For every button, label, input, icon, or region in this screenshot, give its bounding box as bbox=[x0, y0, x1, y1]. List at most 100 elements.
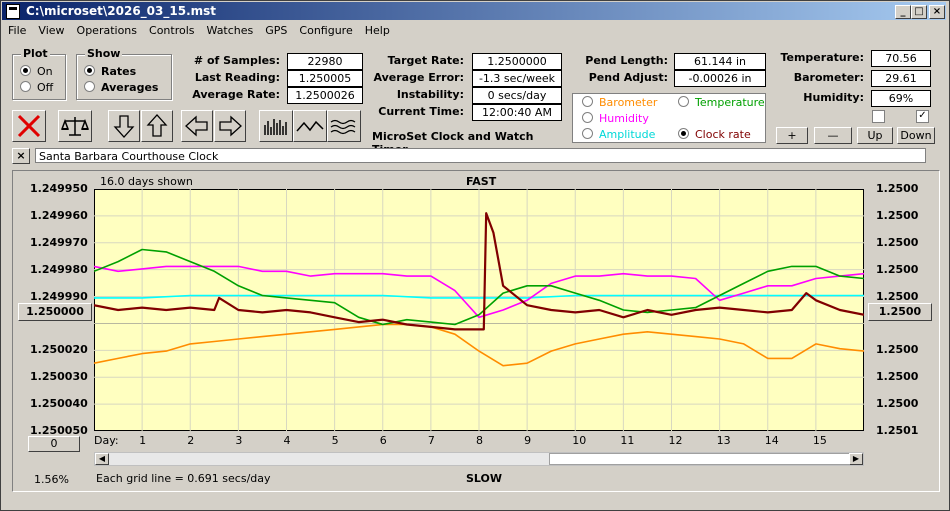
minus-button[interactable]: — bbox=[814, 127, 852, 144]
minimize-icon[interactable]: _ bbox=[895, 5, 911, 19]
y-tick-label-right: 1.2500 bbox=[876, 262, 919, 276]
last-reading-value: 1.250005 bbox=[287, 70, 363, 87]
percent-readout: 1.56% bbox=[34, 473, 69, 486]
scrollbar-thumb[interactable] bbox=[549, 453, 851, 465]
samples-label: # of Samples: bbox=[193, 54, 280, 67]
move-left-button[interactable] bbox=[181, 110, 213, 142]
offset-button[interactable]: 0 bbox=[28, 436, 80, 452]
pend-length-label: Pend Length: bbox=[585, 54, 668, 67]
menu-controls[interactable]: Controls bbox=[149, 24, 195, 37]
legend-barometer[interactable]: Barometer bbox=[582, 96, 657, 109]
close-clock-button[interactable]: × bbox=[12, 148, 30, 164]
line-view-button[interactable] bbox=[293, 110, 327, 142]
plot-group: Plot bbox=[12, 47, 66, 100]
menu-watches[interactable]: Watches bbox=[206, 24, 254, 37]
close-icon[interactable]: × bbox=[929, 5, 945, 19]
samples-value: 22980 bbox=[287, 53, 363, 70]
show-group: Show bbox=[76, 47, 172, 100]
instability-value: 0 secs/day bbox=[472, 87, 562, 104]
scroll-right-icon[interactable]: ▶ bbox=[849, 453, 863, 465]
center-right-button[interactable]: 1.2500 bbox=[868, 303, 932, 321]
y-tick-label-right: 1.2500 bbox=[876, 370, 919, 384]
y-tick-label-left: 1.249960 bbox=[30, 208, 88, 222]
legend-barometer-label: Barometer bbox=[599, 96, 658, 109]
radio-icon bbox=[582, 96, 593, 107]
plot-group-label: Plot bbox=[21, 47, 50, 60]
arrow-down-icon bbox=[113, 115, 135, 138]
x-tick-label: 1 bbox=[139, 434, 147, 447]
last-reading-label: Last Reading: bbox=[194, 71, 280, 84]
x-tick-label: 11 bbox=[620, 434, 635, 447]
grid-note: Each grid line = 0.691 secs/day bbox=[96, 472, 271, 485]
average-rate-label: Average Rate: bbox=[192, 88, 280, 101]
target-rate-value[interactable]: 1.2500000 bbox=[472, 53, 562, 70]
legend-amplitude[interactable]: Amplitude bbox=[582, 128, 655, 141]
x-tick-label: 6 bbox=[379, 434, 387, 447]
average-error-label: Average Error: bbox=[373, 71, 464, 84]
bar-view-button[interactable] bbox=[259, 110, 293, 142]
chart-scrollbar[interactable]: ◀ ▶ bbox=[94, 452, 864, 466]
legend-clock-rate-label: Clock rate bbox=[695, 128, 751, 141]
temperature-value: 70.56 bbox=[871, 50, 931, 67]
y-tick-label-left: 1.249990 bbox=[30, 289, 88, 303]
radio-icon bbox=[678, 96, 689, 107]
center-left-button[interactable]: 1.250000 bbox=[18, 303, 92, 321]
series-humidity bbox=[94, 265, 864, 319]
y-tick-label-left: 1.249980 bbox=[30, 262, 88, 276]
wave-view-button[interactable] bbox=[327, 110, 361, 142]
series-temperature bbox=[94, 248, 864, 326]
pend-adjust-label: Pend Adjust: bbox=[588, 71, 668, 84]
temperature-label: Temperature: bbox=[780, 51, 864, 64]
plot-on-radio[interactable]: On bbox=[20, 65, 53, 78]
option-checkbox-2[interactable]: ✓ bbox=[916, 110, 929, 123]
instability-label: Instability: bbox=[396, 88, 464, 101]
scroll-left-icon[interactable]: ◀ bbox=[95, 453, 109, 465]
plus-button[interactable]: + bbox=[776, 127, 808, 144]
y-tick-label-left: 1.250020 bbox=[30, 343, 88, 357]
title-bar[interactable]: C:\microset\2026_03_15.mst _ □ × bbox=[2, 2, 946, 20]
radio-icon bbox=[582, 128, 593, 139]
show-averages-radio[interactable]: Averages bbox=[84, 81, 158, 94]
legend-humidity[interactable]: Humidity bbox=[582, 112, 649, 125]
menu-configure[interactable]: Configure bbox=[299, 24, 353, 37]
clock-name-input[interactable]: Santa Barbara Courthouse Clock bbox=[35, 148, 926, 163]
legend-temperature[interactable]: Temperature bbox=[678, 96, 765, 109]
slow-label: SLOW bbox=[466, 472, 503, 485]
y-tick-label-left: 1.250030 bbox=[30, 370, 88, 384]
app-icon[interactable] bbox=[6, 4, 20, 19]
average-rate-value: 1.2500026 bbox=[287, 87, 363, 104]
up-button[interactable]: Up bbox=[857, 127, 893, 144]
down-button[interactable]: Down bbox=[897, 127, 935, 144]
option-checkbox-1[interactable] bbox=[872, 110, 885, 123]
menu-file[interactable]: File bbox=[8, 24, 27, 37]
x-tick-label: 2 bbox=[187, 434, 195, 447]
humidity-label: Humidity: bbox=[803, 91, 864, 104]
balance-button[interactable] bbox=[58, 110, 92, 142]
menu-operations[interactable]: Operations bbox=[76, 24, 138, 37]
menu-gps[interactable]: GPS bbox=[265, 24, 288, 37]
x-tick-label: 15 bbox=[812, 434, 827, 447]
stop-button[interactable] bbox=[12, 110, 46, 142]
y-tick-label-left: 1.249970 bbox=[30, 235, 88, 249]
move-down-button[interactable] bbox=[108, 110, 140, 142]
window-title: C:\microset\2026_03_15.mst bbox=[26, 4, 217, 18]
move-up-button[interactable] bbox=[141, 110, 173, 142]
chart-panel bbox=[12, 170, 940, 492]
rate-chart[interactable] bbox=[94, 189, 864, 431]
x-tick-label: 10 bbox=[572, 434, 587, 447]
x-tick-label: 3 bbox=[235, 434, 243, 447]
current-time-label: Current Time: bbox=[378, 105, 464, 118]
plot-off-radio[interactable]: Off bbox=[20, 81, 53, 94]
pend-length-value[interactable]: 61.144 in bbox=[674, 53, 766, 70]
maximize-icon[interactable]: □ bbox=[911, 5, 927, 19]
legend-clock-rate[interactable]: Clock rate bbox=[678, 128, 751, 141]
y-tick-label-left: 1.250040 bbox=[30, 397, 88, 411]
radio-selected-icon bbox=[20, 65, 31, 76]
menu-view[interactable]: View bbox=[38, 24, 65, 37]
legend-box bbox=[572, 93, 766, 143]
red-x-icon bbox=[17, 114, 41, 138]
move-right-button[interactable] bbox=[214, 110, 246, 142]
show-rates-radio[interactable]: Rates bbox=[84, 65, 136, 78]
menu-help[interactable]: Help bbox=[364, 24, 390, 37]
y-tick-label-right: 1.2501 bbox=[876, 424, 919, 437]
